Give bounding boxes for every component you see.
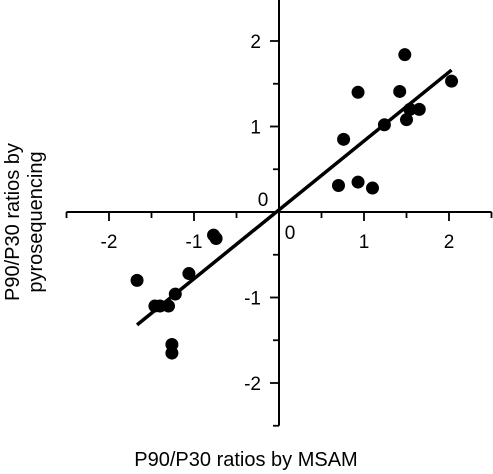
data-point xyxy=(400,113,413,127)
data-point xyxy=(168,287,182,301)
data-point xyxy=(337,132,351,146)
data-point xyxy=(162,299,175,313)
data-point xyxy=(403,102,417,116)
x-tick-label: 1 xyxy=(359,232,370,253)
data-point xyxy=(182,267,196,281)
data-point xyxy=(398,48,412,62)
origin-label-y: 0 xyxy=(258,190,269,211)
data-point xyxy=(130,273,144,287)
data-point xyxy=(351,85,365,99)
fit-line-group xyxy=(135,68,453,327)
y-tick-label: 1 xyxy=(250,118,261,139)
origin-label-x: 0 xyxy=(285,223,296,244)
regression-line xyxy=(135,68,453,327)
x-tick-label: 2 xyxy=(444,232,455,253)
labels: -2 -1 1 2 -2 -1 1 2 00 P90/P30 ratios by MSAM P90/… xyxy=(2,32,454,471)
y-tick-label: 2 xyxy=(250,32,261,53)
data-point xyxy=(165,346,179,360)
y-axis-title-line2: pyrosequencing xyxy=(25,151,47,292)
data-point xyxy=(393,84,407,98)
y-axis-title-line1: P90/P30 ratios by xyxy=(2,143,24,301)
x-tick-label: -1 xyxy=(186,232,203,253)
data-point xyxy=(332,178,345,192)
data-point xyxy=(366,181,379,195)
data-point xyxy=(377,118,391,132)
data-point xyxy=(351,175,365,189)
y-tick-label: -2 xyxy=(244,374,261,395)
data-points xyxy=(130,48,459,360)
x-tick-label: -2 xyxy=(101,232,118,253)
ticks xyxy=(65,40,493,427)
data-point xyxy=(445,74,459,88)
data-point xyxy=(412,102,426,116)
y-tick-label: -1 xyxy=(244,289,261,310)
data-point xyxy=(209,232,223,246)
x-axis-title: P90/P30 ratios by MSAM xyxy=(134,449,357,471)
